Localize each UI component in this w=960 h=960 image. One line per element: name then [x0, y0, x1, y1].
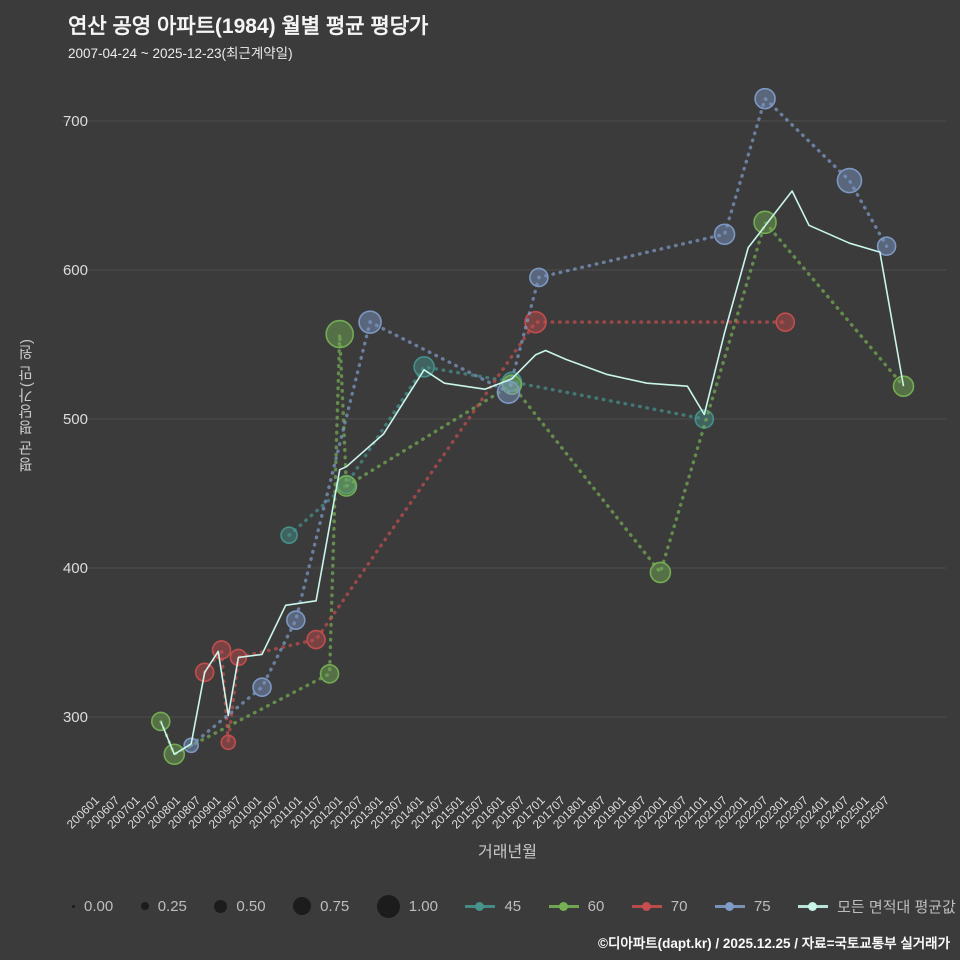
data-point — [335, 475, 358, 497]
data-point — [319, 663, 340, 684]
series-swatch-icon — [631, 901, 662, 912]
size-legend-label: 0.50 — [236, 897, 266, 915]
data-point — [754, 87, 776, 110]
y-tick-label: 700 — [63, 113, 88, 130]
data-point — [649, 561, 672, 584]
data-point — [220, 734, 237, 751]
legend-label: 모든 면적대 평균값 — [837, 898, 956, 916]
attribution: ©디아파트(dapt.kr) / 2025.12.25 / 자료=국토교통부 실… — [598, 936, 950, 951]
size-legend-label: 0.25 — [157, 897, 187, 915]
data-point — [524, 310, 547, 334]
series-connector-45 — [287, 365, 706, 537]
y-tick-label: 500 — [63, 411, 88, 428]
average-line — [160, 190, 905, 756]
chart-title: 연산 공영 아파트(1984) 월별 평균 평당가 — [68, 15, 429, 38]
chart-subtitle: 2007-04-24 ~ 2025-12-23(최근계약일) — [68, 46, 293, 61]
legend-label: 60 — [587, 897, 605, 915]
size-legend-item-1: 0.25 — [140, 897, 187, 915]
size-legend-item-0: 0.00 — [72, 898, 113, 915]
legend-label: 75 — [753, 897, 771, 915]
legend-item-70[interactable]: 70 — [631, 897, 688, 915]
data-point — [413, 356, 435, 378]
legend-label: 45 — [504, 897, 522, 915]
y-tick-label: 300 — [63, 709, 88, 726]
x-axis-title: 거래년월 — [478, 844, 537, 861]
size-dot-icon — [140, 902, 149, 910]
data-point — [286, 610, 306, 630]
y-axis-title: 평균 평당가(만 원) — [18, 338, 35, 473]
legend-item-45[interactable]: 45 — [465, 898, 521, 915]
data-point — [306, 629, 326, 650]
size-legend-label: 0.00 — [84, 897, 114, 915]
size-legend-item-3: 0.75 — [293, 897, 349, 915]
legend-item-60[interactable]: 60 — [548, 897, 605, 915]
series-swatch-icon — [798, 901, 829, 912]
data-point — [252, 677, 272, 698]
legend: 0.00 0.25 0.50 0.75 1.00 45 60 70 — [72, 890, 956, 922]
data-point — [280, 526, 298, 545]
series-connector-75 — [189, 95, 889, 747]
data-point — [529, 267, 549, 288]
data-point — [775, 312, 796, 332]
size-legend-item-2: 0.50 — [214, 897, 266, 915]
y-tick-label: 600 — [63, 262, 88, 279]
data-point — [150, 711, 171, 732]
data-point — [876, 236, 897, 256]
y-tick-label: 400 — [63, 560, 88, 577]
legend-item-average[interactable]: 모든 면적대 평균값 — [798, 896, 956, 917]
size-legend-label: 0.75 — [320, 897, 350, 915]
series-swatch-icon — [465, 901, 496, 912]
size-dot-icon — [72, 904, 75, 908]
series-swatch-icon — [714, 901, 745, 912]
data-point — [713, 223, 736, 246]
data-point — [325, 319, 354, 349]
series-swatch-icon — [548, 901, 579, 912]
data-point — [183, 737, 199, 754]
size-dot-icon — [214, 899, 228, 913]
data-point — [496, 380, 521, 404]
data-point — [753, 210, 777, 235]
size-dot-icon — [293, 897, 312, 915]
size-dot-icon — [376, 894, 400, 918]
legend-item-75[interactable]: 75 — [714, 897, 771, 915]
data-point — [836, 167, 863, 194]
data-point — [358, 310, 382, 334]
size-legend-item-4: 1.00 — [376, 894, 438, 918]
series-connector-60 — [159, 218, 906, 757]
data-point — [892, 375, 915, 398]
size-legend-label: 1.00 — [408, 897, 438, 915]
legend-label: 70 — [670, 897, 688, 915]
